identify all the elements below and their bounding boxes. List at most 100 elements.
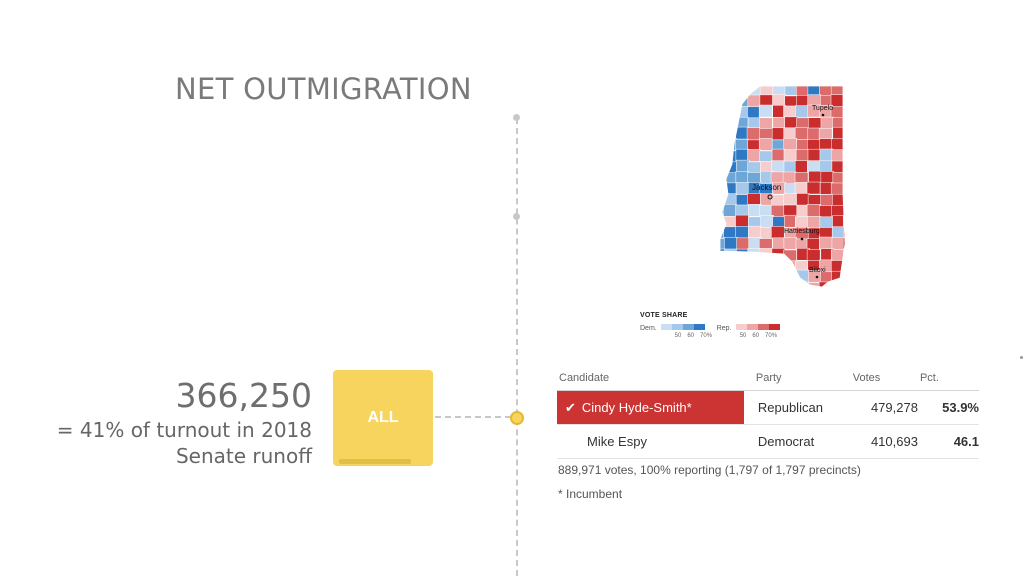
- city-dot-tupelo: [821, 113, 825, 117]
- results-header-row: Candidate Party Votes Pct.: [557, 368, 979, 391]
- table-row[interactable]: Mike Espy Democrat 410,693 46.1: [557, 424, 979, 459]
- county-shape: [736, 248, 750, 262]
- county-shape: [722, 280, 737, 287]
- county-shape: [758, 259, 773, 273]
- county-shape: [735, 259, 750, 272]
- timeline-dot-middle: [513, 213, 520, 220]
- county-shape: [818, 236, 833, 250]
- legend-dem-swatches: [660, 324, 705, 332]
- header-candidate: Candidate: [557, 368, 744, 391]
- legend-swatch: [735, 324, 747, 330]
- all-filter-button[interactable]: ALL: [333, 370, 433, 466]
- county-shape: [723, 93, 738, 107]
- county-shape: [723, 259, 737, 272]
- candidate-party: Republican: [743, 390, 851, 425]
- county-shape: [746, 260, 761, 273]
- county-shape: [736, 237, 750, 251]
- candidate-name: Cindy Hyde-Smith*: [581, 399, 692, 415]
- header-votes: Votes: [850, 368, 918, 391]
- county-shape: [758, 138, 773, 151]
- county-shape: [771, 248, 786, 261]
- county-shape: [806, 181, 821, 195]
- county-shape: [748, 281, 762, 287]
- legend-rep-label: Rep.: [716, 324, 732, 332]
- county-shape: [844, 183, 845, 196]
- county-shape: [771, 127, 786, 141]
- county-shape: [807, 282, 822, 287]
- timeline-line: [516, 118, 518, 576]
- county-shape: [843, 248, 845, 261]
- county-shape: [808, 170, 822, 184]
- county-shape: [724, 271, 738, 284]
- county-shape: [784, 116, 799, 130]
- county-shape: [783, 127, 797, 141]
- county-shape: [720, 282, 725, 287]
- legend-tick-rep-70: 70%: [765, 333, 778, 339]
- county-shape: [760, 215, 774, 228]
- candidate-votes: 479,278: [850, 390, 918, 425]
- county-shape: [720, 95, 726, 108]
- county-shape: [783, 105, 797, 119]
- county-shape: [720, 216, 726, 229]
- legend-dem-label: Dem.: [640, 324, 657, 332]
- county-shape: [735, 214, 749, 228]
- county-shape: [842, 237, 845, 250]
- county-shape: [830, 138, 845, 152]
- county-shape: [735, 226, 749, 239]
- county-shape: [770, 160, 785, 173]
- county-shape: [724, 105, 739, 118]
- county-shape: [771, 226, 785, 239]
- county-shape: [736, 269, 751, 283]
- county-shape: [807, 127, 822, 141]
- legend-tick-rep-60: 60: [752, 333, 760, 339]
- incumbent-note: * Incumbent: [558, 487, 623, 501]
- table-row[interactable]: ✔ Cindy Hyde-Smith* Republican 479,278 53…: [557, 390, 979, 425]
- county-shape: [720, 86, 725, 96]
- county-shape: [783, 281, 798, 287]
- county-shape: [723, 204, 737, 217]
- description-line-1: = 41% of turnout in 2018: [56, 418, 312, 442]
- legend-swatch: [671, 324, 683, 330]
- county-shape: [748, 225, 762, 239]
- county-shape: [720, 105, 726, 119]
- city-label-jackson: Jackson: [752, 183, 781, 192]
- city-label-hattiesburg: Hattiesburg: [784, 228, 820, 235]
- county-shape: [724, 237, 738, 250]
- candidate-name: Mike Espy: [557, 424, 744, 459]
- county-shape: [830, 149, 845, 162]
- county-shape: [735, 126, 749, 140]
- county-shape: [760, 282, 775, 287]
- legend-swatch: [768, 324, 780, 330]
- county-shape: [783, 237, 798, 250]
- header-pct: Pct.: [917, 368, 979, 391]
- county-shape: [720, 116, 725, 129]
- county-shape: [819, 216, 834, 230]
- county-shape: [844, 192, 845, 206]
- county-shape: [843, 260, 845, 273]
- candidate-pct: 46.1: [917, 424, 979, 459]
- county-shape: [806, 203, 821, 217]
- county-shape: [832, 126, 845, 140]
- legend-tick-dem-50: 50: [674, 333, 682, 339]
- county-shape: [723, 226, 737, 240]
- county-shape: [843, 126, 845, 140]
- vote-share-legend: VOTE SHARE Dem. Rep. 50 60 70% 50 60 70%: [640, 312, 780, 339]
- county-shape: [736, 282, 750, 287]
- outmigration-number: 366,250: [175, 376, 312, 415]
- timeline-node[interactable]: [510, 411, 524, 425]
- county-shape: [724, 150, 738, 164]
- legend-title: VOTE SHARE: [640, 312, 688, 319]
- county-shape: [794, 127, 809, 140]
- county-shape: [758, 104, 773, 118]
- description-line-2: Senate runoff: [175, 444, 312, 468]
- county-shape: [842, 95, 845, 109]
- county-shape: [720, 194, 727, 207]
- county-shape: [843, 138, 845, 152]
- candidate-votes: 410,693: [850, 424, 918, 459]
- county-shape: [772, 258, 786, 272]
- county-shape: [747, 193, 761, 206]
- county-shape: [844, 205, 845, 218]
- county-shape: [720, 137, 726, 151]
- county-shape: [844, 150, 845, 163]
- county-shape: [720, 182, 726, 196]
